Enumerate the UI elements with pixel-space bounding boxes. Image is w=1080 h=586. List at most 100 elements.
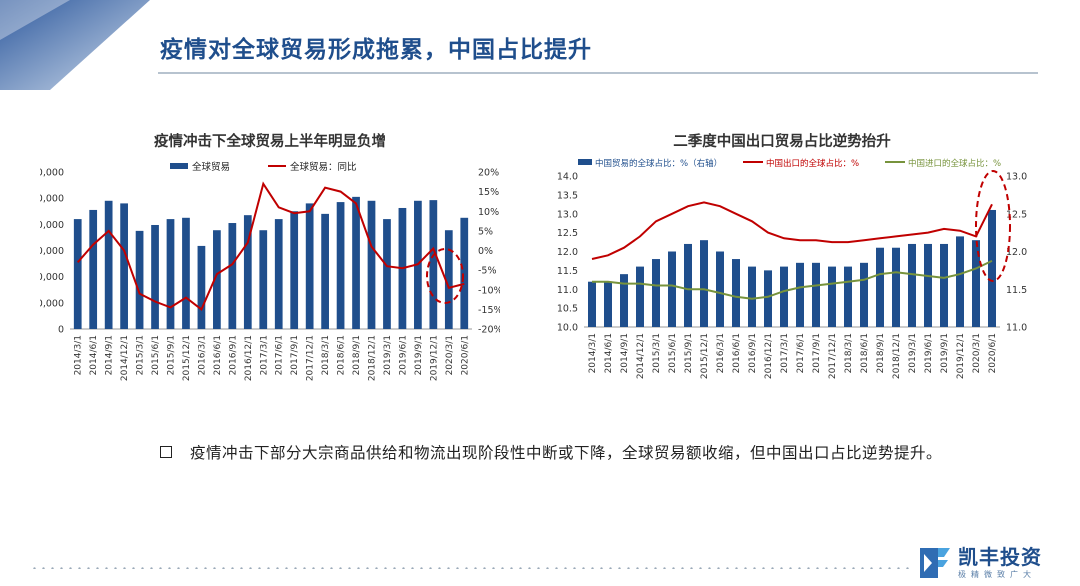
y-left-tick-label: 13.0: [557, 209, 578, 220]
x-tick-label: 2017/9/1: [812, 333, 822, 373]
footer-dotted-line: [30, 567, 910, 569]
y-left-tick-label: 14.0: [557, 172, 578, 183]
title-divider: [158, 72, 1038, 74]
x-tick-label: 2017/12/1: [828, 333, 838, 379]
y-left-tick-label: 60,000: [40, 246, 64, 257]
x-tick-label: 2015/12/1: [700, 333, 710, 379]
bar-2019/9/1: [940, 243, 948, 327]
bar-2016/12/1: [764, 270, 772, 327]
bullet-text: 疫情冲击下部分大宗商品供给和物流出现阶段性中断或下降，全球贸易额收缩，但中国出口…: [190, 444, 943, 462]
bar-2015/3/1: [135, 230, 144, 329]
bar-2015/6/1: [151, 224, 159, 329]
chart1-legend: 全球贸易 全球贸易：同比: [170, 161, 357, 173]
x-tick-label: 2014/6/1: [604, 333, 614, 373]
x-tick-label: 2020/3/1: [445, 335, 455, 375]
y-left-tick-label: 120,000: [40, 168, 64, 179]
logo-slogan: 极精微致广大: [958, 569, 1036, 579]
bar-2015/12/1: [700, 240, 708, 327]
y-left-tick-label: 20,000: [40, 298, 64, 309]
x-tick-label: 2018/3/1: [844, 333, 854, 373]
x-tick-label: 2015/9/1: [684, 333, 694, 373]
bar-2014/9/1: [620, 274, 628, 327]
y-left-tick-label: 0: [58, 325, 64, 336]
x-tick-label: 2019/3/1: [908, 333, 918, 373]
bar-2017/3/1: [780, 266, 788, 327]
x-tick-label: 2017/3/1: [259, 335, 269, 375]
bar-2018/3/1: [844, 266, 852, 327]
china-share-chart: 二季度中国出口贸易占比逆势抬升 中国贸易的全球占比：%（右轴） 中国出口的全球占…: [557, 132, 1027, 379]
y-right-tick-label: 13.0: [1006, 172, 1027, 183]
page-title: 疫情对全球贸易形成拖累，中国占比提升: [160, 37, 592, 63]
bar-2017/9/1: [812, 262, 820, 327]
bar-2016/3/1: [197, 245, 206, 329]
bar-2014/12/1: [120, 203, 128, 329]
x-tick-label: 2016/6/1: [213, 335, 223, 375]
bar-2020/3/1: [972, 240, 980, 327]
bar-2017/6/1: [274, 219, 283, 329]
x-tick-label: 2019/9/1: [414, 335, 424, 375]
x-tick-label: 2018/6/1: [860, 333, 870, 373]
y-right-tick-label: 12.0: [1006, 247, 1027, 258]
logo-mark-icon: [920, 548, 950, 578]
x-tick-label: 2016/3/1: [197, 335, 207, 375]
y-left-tick-label: 11.0: [557, 285, 578, 296]
y-left-tick-label: 10.5: [557, 304, 578, 315]
x-tick-label: 2018/12/1: [368, 335, 378, 381]
bar-2018/12/1: [367, 200, 376, 329]
y-left-tick-label: 13.5: [557, 190, 578, 201]
legend-swatch-bar: [170, 163, 188, 169]
bar-2014/6/1: [604, 281, 612, 327]
bullet-square-icon: [160, 446, 172, 458]
bar-2015/12/1: [182, 217, 190, 329]
bar-2016/6/1: [732, 259, 740, 327]
corner-decoration: [0, 0, 150, 90]
y-right-tick-label: 15%: [478, 187, 499, 198]
chart1-title: 疫情冲击下全球贸易上半年明显负增: [154, 132, 386, 150]
bar-2020/6/1: [988, 209, 996, 327]
logo-name: 凯丰投资: [958, 544, 1042, 569]
x-tick-label: 2015/3/1: [136, 335, 146, 375]
x-tick-label: 2019/12/1: [429, 335, 439, 381]
x-tick-label: 2016/12/1: [764, 333, 774, 379]
x-tick-label: 2016/12/1: [244, 335, 254, 381]
y-left-tick-label: 12.5: [557, 228, 578, 239]
y-left-tick-label: 80,000: [40, 220, 64, 231]
x-tick-label: 2017/12/1: [306, 335, 316, 381]
x-tick-label: 2015/3/1: [652, 333, 662, 373]
bar-2015/6/1: [668, 251, 676, 327]
bullet-point: 疫情冲击下部分大宗商品供给和物流出现阶段性中断或下降，全球贸易额收缩，但中国出口…: [160, 441, 942, 463]
bar-2020/6/1: [460, 217, 469, 329]
bar-2015/9/1: [166, 219, 175, 329]
global-trade-chart: 疫情冲击下全球贸易上半年明显负增 全球贸易 全球贸易：同比 0 20,000 40,…: [40, 132, 500, 381]
x-tick-label: 2017/6/1: [275, 335, 285, 375]
x-tick-label: 2019/9/1: [940, 333, 950, 373]
x-tick-label: 2015/6/1: [668, 333, 678, 373]
x-tick-label: 2020/6/1: [988, 333, 998, 373]
y-right-tick-label: -15%: [478, 305, 500, 316]
bar-2019/12/1: [956, 236, 964, 327]
bar-2016/3/1: [716, 251, 724, 327]
legend-label-china-trade-share: 中国贸易的全球占比：%（右轴）: [595, 158, 722, 169]
legend-label-global-trade: 全球贸易: [192, 161, 230, 173]
bar-2018/3/1: [321, 213, 329, 329]
y-right-tick-label: 12.5: [1006, 209, 1027, 220]
y-right-tick-label: -5%: [478, 266, 497, 277]
x-tick-label: 2014/9/1: [620, 333, 630, 373]
bar-2019/3/1: [908, 243, 916, 327]
bar-2014/3/1: [73, 219, 82, 329]
bar-2018/9/1: [352, 196, 360, 329]
y-left-tick-label: 10.0: [557, 323, 578, 334]
y-left-tick-label: 40,000: [40, 272, 64, 283]
y-right-tick-label: -10%: [478, 285, 500, 296]
x-tick-label: 2014/6/1: [89, 335, 99, 375]
legend-label-china-import-share: 中国进口的全球占比：%: [908, 158, 1001, 169]
x-tick-label: 2017/9/1: [290, 335, 300, 375]
bar-2017/12/1: [828, 266, 836, 327]
company-logo: 凯丰投资 极精微致广大: [918, 546, 1042, 580]
x-tick-label: 2015/6/1: [151, 335, 161, 375]
x-tick-label: 2018/9/1: [876, 333, 886, 373]
x-tick-label: 2018/6/1: [337, 335, 347, 375]
x-tick-label: 2014/3/1: [74, 335, 84, 375]
legend-swatch-bar: [578, 159, 592, 165]
bar-2019/3/1: [383, 219, 391, 329]
